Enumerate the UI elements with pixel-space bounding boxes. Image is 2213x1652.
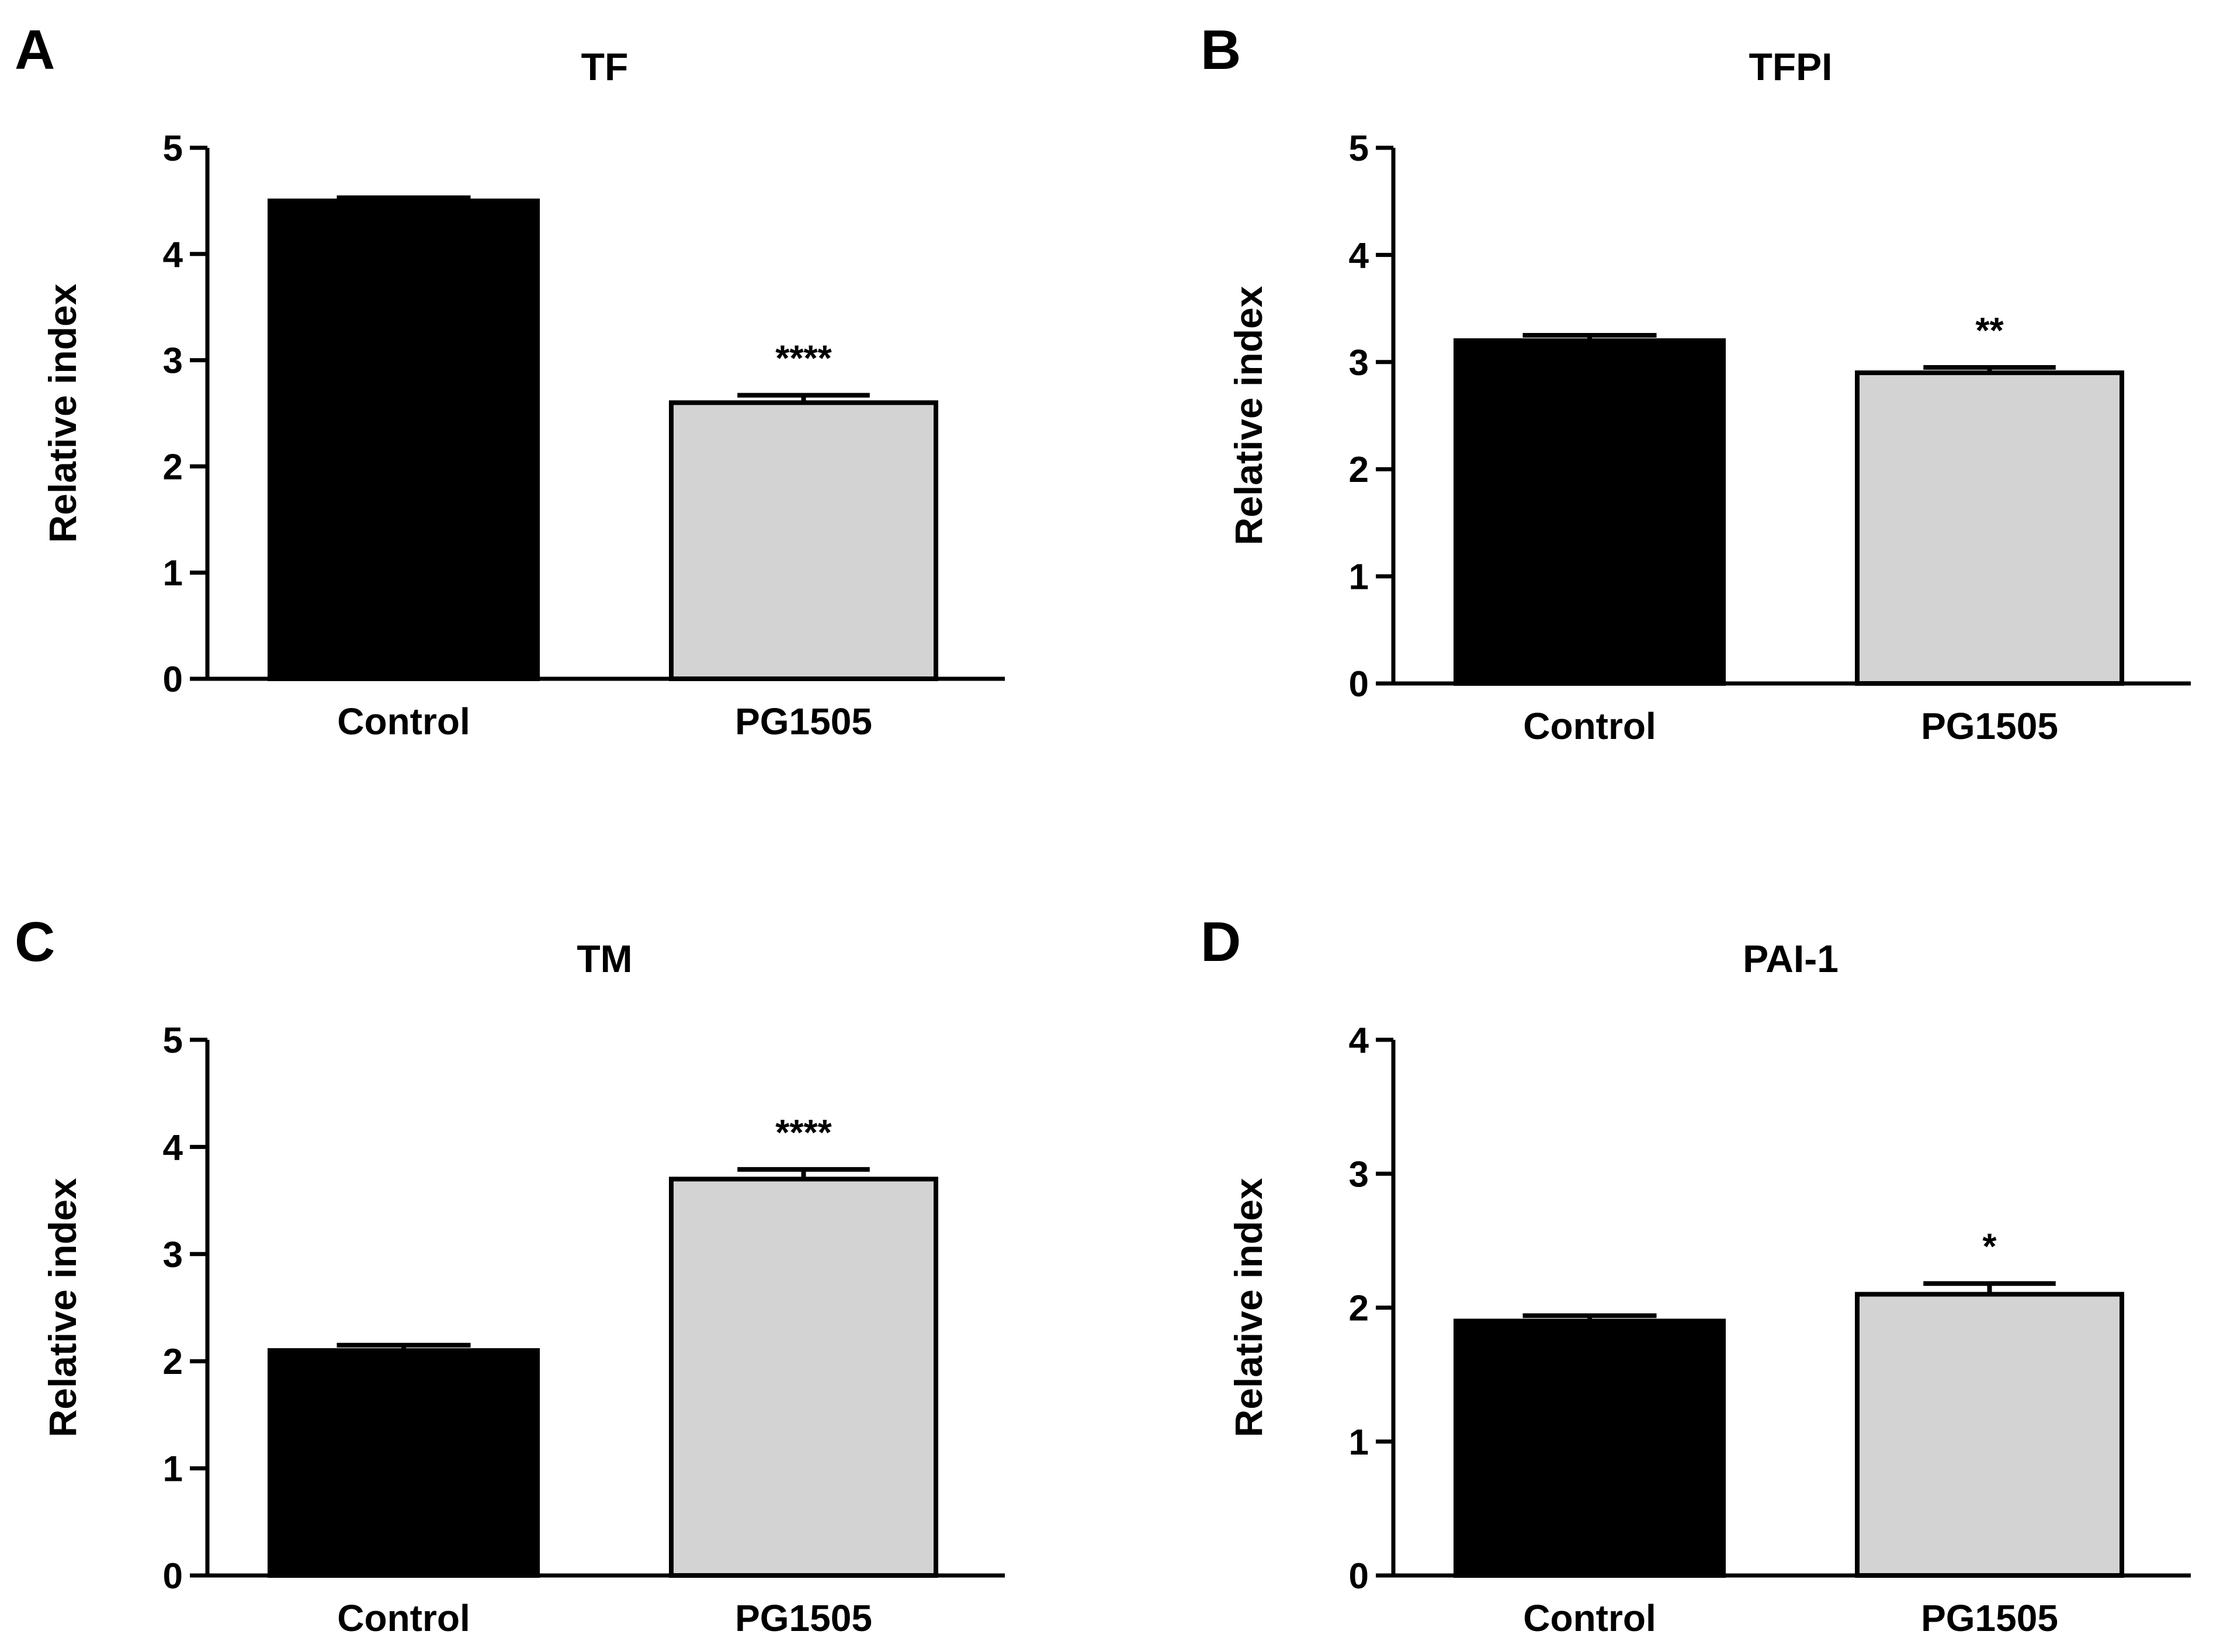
y-tick-label: 3 — [1349, 1154, 1369, 1195]
x-tick-label: PG1505 — [735, 700, 872, 742]
y-axis-label: Relative index — [1227, 286, 1270, 545]
chart-title: TM — [577, 937, 632, 980]
panel-label: C — [15, 911, 55, 973]
y-tick-label: 4 — [163, 235, 183, 275]
panel-d: D PAI-1 Relative index 0 1 2 3 4 Control * PG1505 — [1201, 911, 2191, 1639]
x-tick-label: Control — [337, 1597, 470, 1639]
bar-control — [1454, 338, 1726, 686]
chart-title: PAI-1 — [1743, 937, 1839, 980]
bar-pg1505 — [1855, 1292, 2124, 1578]
chart-title: TFPI — [1749, 45, 1833, 88]
y-tick-label: 0 — [163, 1556, 183, 1597]
y-tick-label: 3 — [1349, 343, 1369, 383]
x-tick-label: Control — [1523, 705, 1656, 747]
y-tick-label: 2 — [163, 1342, 183, 1382]
panel-a: A TF Relative index 0 1 2 3 4 5 Control **** PG1505 — [15, 19, 1005, 742]
y-tick-label: 1 — [163, 1449, 183, 1490]
panel-label: D — [1201, 911, 1241, 973]
significance-marker: * — [1982, 1227, 1997, 1267]
y-tick-label: 5 — [163, 129, 183, 169]
y-axis-label: Relative index — [1227, 1178, 1270, 1437]
x-tick-label: PG1505 — [735, 1597, 872, 1639]
y-tick-label: 5 — [1349, 129, 1369, 169]
y-tick-label: 2 — [1349, 1289, 1369, 1329]
bar-control — [1454, 1318, 1726, 1578]
y-tick-label: 3 — [163, 341, 183, 381]
y-tick-label: 0 — [1349, 1556, 1369, 1597]
y-tick-label: 0 — [1349, 664, 1369, 704]
bar-pg1505 — [669, 1176, 938, 1578]
y-tick-label: 1 — [1349, 1422, 1369, 1463]
significance-marker: ** — [1975, 311, 2004, 351]
panel-label: A — [15, 19, 55, 81]
bar-pg1505 — [669, 400, 938, 681]
chart-title: TF — [581, 45, 629, 88]
significance-marker: **** — [775, 1113, 832, 1153]
y-tick-label: 2 — [163, 447, 183, 487]
y-tick-label: 5 — [163, 1021, 183, 1061]
x-tick-label: Control — [1523, 1597, 1656, 1639]
significance-marker: **** — [775, 339, 832, 379]
panel-b: B TFPI Relative index 0 1 2 3 4 5 Control ** PG1505 — [1201, 19, 2191, 747]
bar-control — [268, 198, 540, 681]
y-tick-label: 2 — [1349, 450, 1369, 490]
y-tick-label: 1 — [1349, 557, 1369, 598]
panel-label: B — [1201, 19, 1241, 81]
panel-c: C TM Relative index 0 1 2 3 4 5 Control **** PG1505 — [15, 911, 1005, 1639]
y-tick-label: 4 — [163, 1127, 183, 1168]
bar-control — [268, 1348, 540, 1578]
y-axis-label: Relative index — [41, 283, 84, 543]
x-tick-label: Control — [337, 700, 470, 742]
y-tick-label: 1 — [163, 553, 183, 594]
x-tick-label: PG1505 — [1921, 1597, 2058, 1639]
y-tick-label: 4 — [1349, 1021, 1369, 1061]
y-tick-label: 3 — [163, 1235, 183, 1275]
x-tick-label: PG1505 — [1921, 705, 2058, 747]
y-axis-label: Relative index — [41, 1178, 84, 1437]
y-tick-label: 4 — [1349, 235, 1369, 276]
y-tick-label: 0 — [163, 660, 183, 700]
bar-pg1505 — [1855, 370, 2124, 686]
